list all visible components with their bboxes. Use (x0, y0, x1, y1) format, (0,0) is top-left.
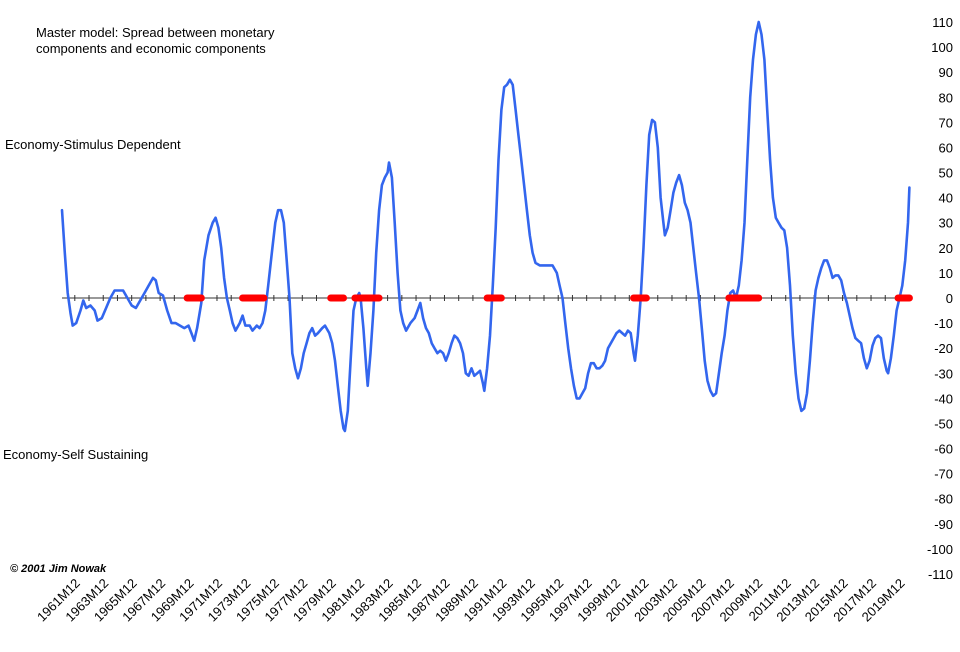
series-line (60, 20, 911, 433)
y-tick-label: 50 (939, 166, 953, 181)
x-axis: 1961M121963M121965M121967M121969M121971M… (34, 576, 908, 625)
y-tick-label: 30 (939, 216, 953, 231)
y-tick-label: -110 (928, 567, 953, 582)
y-tick-label: 20 (939, 241, 953, 256)
y-tick-label: -70 (934, 467, 953, 482)
y-tick-label: -50 (934, 416, 953, 431)
y-tick-label: 10 (939, 266, 953, 281)
y-tick-label: -40 (934, 391, 953, 406)
y-tick-label: -90 (934, 517, 953, 532)
y-tick-label: 70 (939, 115, 953, 130)
y-tick-label: -10 (934, 316, 953, 331)
chart-title-line-1: Master model: Spread between monetary (36, 25, 275, 40)
region-label-upper: Economy-Stimulus Dependent (5, 137, 181, 152)
copyright-credit: © 2001 Jim Nowak (10, 563, 107, 575)
y-tick-label: 40 (939, 191, 953, 206)
y-tick-label: -20 (934, 341, 953, 356)
chart-title: Master model: Spread between monetary co… (36, 25, 275, 56)
y-tick-label: 0 (946, 291, 953, 306)
y-tick-label: 100 (931, 40, 953, 55)
y-tick-label: 60 (939, 140, 953, 155)
region-label-lower: Economy-Self Sustaining (3, 447, 148, 462)
y-tick-label: -80 (934, 492, 953, 507)
y-tick-label: 80 (939, 90, 953, 105)
chart-title-line-2: components and economic components (36, 41, 266, 56)
series-layer (60, 20, 911, 433)
y-tick-label: 90 (939, 65, 953, 80)
y-tick-label: -30 (934, 366, 953, 381)
y-tick-label: 110 (932, 15, 953, 30)
y-axis: 1101009080706050403020100-10-20-30-40-50… (927, 15, 953, 582)
y-tick-label: -100 (927, 542, 953, 557)
y-tick-label: -60 (934, 442, 953, 457)
